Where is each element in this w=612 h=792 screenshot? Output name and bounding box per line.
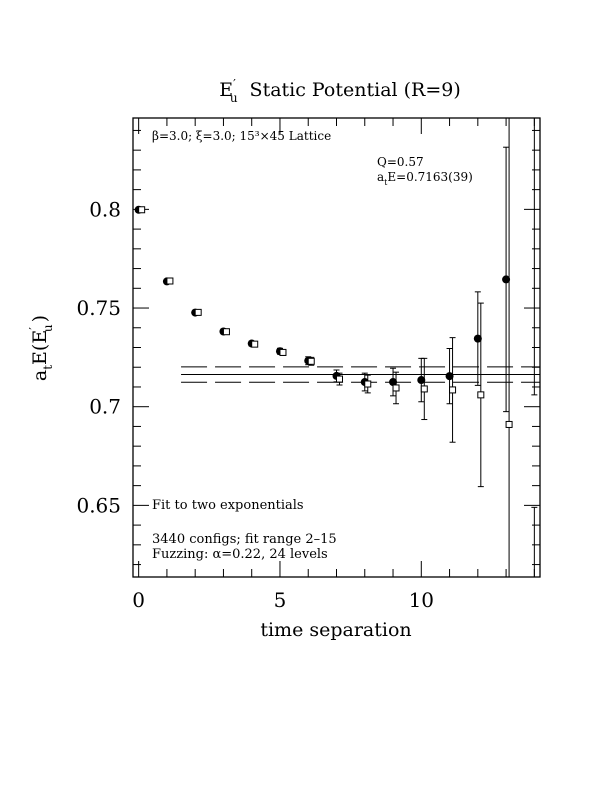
data-point-circle: [417, 376, 426, 385]
plot-layer: 0.65 0.7 0.75 0.8 0 5 10: [76, 117, 541, 612]
data-point-square: [420, 385, 428, 393]
data-point-square: [449, 386, 457, 394]
data-point-square: [138, 206, 146, 214]
data-point-square: [477, 391, 485, 399]
ylabel-sub: u: [41, 324, 55, 332]
title-sub: u: [230, 91, 238, 105]
data-point-square: [364, 380, 372, 388]
data-point-square: [251, 340, 259, 348]
x-axis-label: time separation: [260, 619, 411, 641]
ate-rest: E=0.7163(39): [387, 170, 472, 184]
ylabel-prefix: a: [29, 370, 51, 381]
data-point-square: [194, 308, 202, 316]
data-point-circle: [502, 275, 511, 284]
data-point-square: [392, 384, 400, 392]
data-point-square: [336, 375, 343, 383]
ylabel-prime: ′: [27, 327, 41, 330]
title-prime: ′: [233, 77, 236, 91]
y-tick-label: 0.75: [76, 296, 121, 320]
annotation-fit: Fit to two exponentials: [152, 498, 304, 513]
data-point-square: [505, 420, 513, 428]
ylabel-close: ): [29, 315, 51, 322]
title-main: E: [219, 79, 233, 101]
data-point-square: [307, 357, 315, 365]
data-point-circle: [473, 334, 482, 343]
annotation-fuzzing: Fuzzing: α=0.22, 24 levels: [152, 547, 328, 562]
x-tick-label: 0: [132, 588, 145, 612]
annotation-lattice: β=3.0; ξ=3.0; 15³×45 Lattice: [152, 129, 331, 143]
svg-text:atE(E′u): atE(E′u): [27, 315, 55, 381]
data-point-circle: [445, 372, 454, 381]
ylabel-main: E(E: [29, 330, 51, 365]
ate-sub: t: [384, 178, 388, 187]
y-axis-label: atE(E′u): [27, 315, 55, 381]
x-tick-label: 5: [274, 588, 287, 612]
annotation-configs: 3440 configs; fit range 2–15: [152, 532, 337, 547]
data-point-square: [166, 277, 174, 285]
data-point-circle: [389, 378, 398, 387]
ate-prefix: a: [377, 170, 384, 184]
y-tick-label: 0.65: [76, 493, 121, 517]
data-point-square: [222, 328, 230, 336]
annotation-q: Q=0.57: [377, 155, 424, 169]
annotation-ate: atE=0.7163(39): [377, 170, 473, 187]
ylabel-prefix-sub: t: [41, 365, 55, 370]
data-point-square: [279, 348, 287, 356]
x-tick-label: 10: [409, 588, 434, 612]
y-tick-label: 0.8: [89, 197, 121, 221]
title-rest: Static Potential (R=9): [250, 79, 461, 101]
y-tick-label: 0.7: [89, 395, 121, 419]
chart-title: E′ u Static Potential (R=9): [219, 77, 461, 105]
